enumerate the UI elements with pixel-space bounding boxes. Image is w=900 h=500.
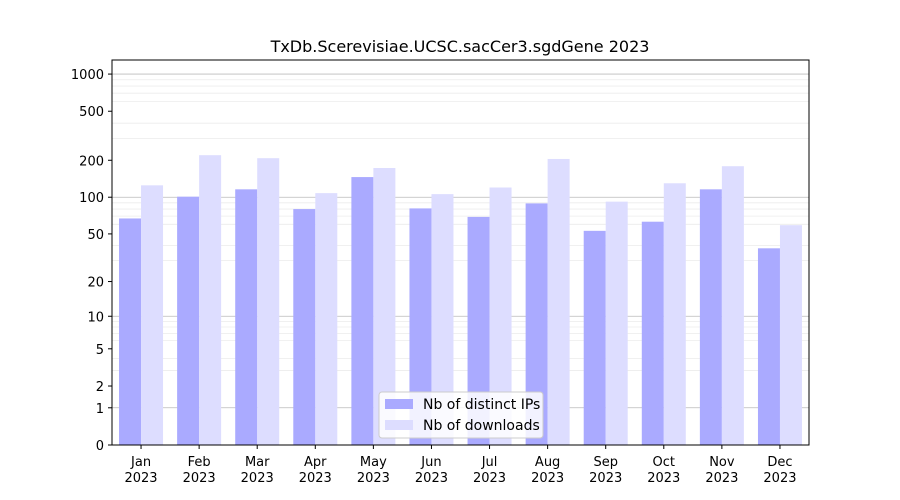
- x-tick-label-month: Jul: [481, 455, 498, 470]
- bar-distinct-ips: [351, 177, 374, 446]
- x-tick-label-year: 2023: [241, 471, 274, 486]
- legend-swatch-downloads: [385, 420, 413, 430]
- bar-distinct-ips: [293, 209, 316, 445]
- y-tick-label: 50: [87, 228, 104, 243]
- x-tick-label-month: Oct: [653, 455, 675, 470]
- legend-swatch-ips: [385, 399, 413, 409]
- x-tick-label-month: Aug: [535, 455, 560, 470]
- x-tick-label-year: 2023: [763, 471, 796, 486]
- y-axis: 0 1 2 5 10 20 50 100 200 500 1000: [71, 68, 112, 454]
- bar-distinct-ips: [235, 189, 258, 445]
- bar-downloads: [547, 158, 570, 445]
- bar-downloads: [721, 166, 744, 445]
- legend-box: [378, 391, 544, 439]
- x-tick-label-month: May: [360, 455, 387, 470]
- bar-distinct-ips: [525, 203, 548, 445]
- x-tick-label-year: 2023: [647, 471, 680, 486]
- x-tick-label-year: 2023: [299, 471, 332, 486]
- bar-downloads: [141, 185, 164, 446]
- y-tick-label: 5: [96, 343, 104, 358]
- y-tick-label: 1000: [71, 68, 104, 83]
- y-tick-label: 1: [96, 402, 104, 417]
- x-tick-label-month: Feb: [188, 455, 211, 470]
- grid-lines: [112, 73, 809, 409]
- x-tick-label-month: Apr: [304, 455, 327, 470]
- y-tick-label: 200: [79, 154, 104, 169]
- x-tick-label-year: 2023: [124, 471, 157, 486]
- legend-label-ips: Nb of distinct IPs: [423, 397, 540, 413]
- legend-label-downloads: Nb of downloads: [423, 418, 540, 434]
- y-tick-label: 2: [96, 380, 104, 395]
- bar-downloads: [315, 193, 338, 445]
- x-tick-label-year: 2023: [415, 471, 448, 486]
- bar-distinct-ips: [467, 216, 490, 445]
- bar-downloads: [373, 168, 396, 445]
- bar-downloads: [663, 183, 686, 445]
- bar-downloads: [605, 201, 628, 445]
- bar-downloads: [257, 158, 280, 445]
- bar-downloads: [431, 194, 454, 445]
- x-axis: Jan2023Feb2023Mar2023Apr2023May2023Jun20…: [124, 445, 797, 486]
- x-tick-label-year: 2023: [531, 471, 564, 486]
- bar-downloads: [199, 155, 222, 446]
- bar-distinct-ips: [757, 248, 780, 445]
- x-tick-label-month: Sep: [593, 455, 618, 470]
- x-tick-label-month: Nov: [709, 455, 735, 470]
- y-tick-label: 10: [87, 310, 104, 325]
- chart-title: TxDb.Scerevisiae.UCSC.sacCer3.sgdGene 20…: [270, 37, 650, 56]
- y-tick-label: 100: [79, 191, 104, 206]
- bar-distinct-ips: [409, 208, 432, 445]
- x-tick-label-year: 2023: [357, 471, 390, 486]
- bar-distinct-ips: [177, 196, 200, 445]
- y-tick-label: 20: [87, 276, 104, 291]
- bar-distinct-ips: [641, 221, 664, 445]
- bar-downloads: [779, 225, 802, 445]
- x-tick-label-month: Dec: [767, 455, 792, 470]
- bar-distinct-ips: [119, 218, 142, 445]
- plot-area-frame: [111, 59, 810, 446]
- bar-distinct-ips: [583, 230, 606, 445]
- bar-distinct-ips: [699, 189, 722, 445]
- x-tick-label-month: Jan: [130, 455, 151, 470]
- x-tick-label-year: 2023: [705, 471, 738, 486]
- bar-downloads: [489, 187, 512, 446]
- bars: [119, 155, 802, 446]
- x-tick-label-month: Jun: [420, 455, 441, 470]
- y-tick-label: 500: [79, 105, 104, 120]
- y-tick-label: 0: [96, 439, 104, 454]
- x-tick-label-year: 2023: [473, 471, 506, 486]
- legend: Nb of distinct IPs Nb of downloads: [378, 391, 544, 439]
- x-tick-label-year: 2023: [589, 471, 622, 486]
- x-tick-label-month: Mar: [245, 455, 270, 470]
- x-tick-label-year: 2023: [183, 471, 216, 486]
